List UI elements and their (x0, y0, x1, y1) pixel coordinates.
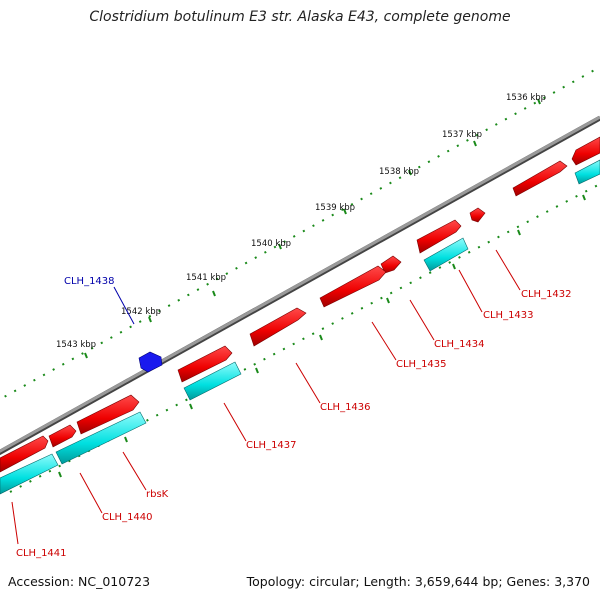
gene-arrow-rbsK (177, 345, 233, 383)
forward-genes (0, 136, 600, 473)
scale-label: 1538 kbp (379, 167, 419, 177)
gene-arrow-CLH-1434 (512, 160, 568, 197)
genome-stats-text: Topology: circular; Length: 3,659,644 bp… (246, 574, 590, 589)
gene-arrow-CLH-1433 (469, 207, 486, 223)
label-leaders (11, 249, 521, 545)
map-title: Clostridium botulinum E3 str. Alaska E43… (89, 9, 511, 25)
outer-major-ticks (84, 98, 541, 359)
gene-label-CLH-1433: CLH_1433 (483, 310, 534, 321)
scale-label: 1537 kbp (442, 130, 482, 140)
gene-label-CLH-1432: CLH_1432 (521, 289, 572, 300)
gene-arrow-CLH-1440 (76, 394, 140, 435)
gene-arrow-CLH-1435 (416, 219, 462, 254)
gene-arrow-CLH-1441b (0, 435, 49, 473)
gene-label-CLH-1436: CLH_1436 (320, 402, 371, 413)
gene-label-CLH-1440: CLH_1440 (102, 512, 153, 523)
scale-label: 1542 kbp (121, 307, 161, 317)
gene-arrow-CLH-1441 (48, 424, 77, 448)
gene-label-rbsK: rbsK (146, 489, 169, 500)
gene-arrow-CLH-1432 (571, 136, 600, 166)
gene-arrow-cyan-1 (574, 159, 600, 185)
gene-label-CLH-1441: CLH_1441 (16, 548, 67, 559)
gene-arrow-CLH-1436b (319, 265, 387, 308)
gene-arrow-CLH-1437 (249, 307, 307, 347)
inner-major-ticks (58, 194, 586, 478)
scale-label: 1539 kbp (315, 203, 355, 213)
accession-text: Accession: NC_010723 (8, 574, 151, 589)
gene-arrow-cyan-2 (423, 237, 469, 272)
gene-arrow-cyan-5 (0, 453, 59, 495)
reverse-genes (0, 159, 600, 495)
scale-label: 1543 kbp (56, 340, 96, 350)
scale-label: 1541 kbp (186, 273, 226, 283)
outer-ruler (0, 66, 600, 401)
gene-label-CLH-1434: CLH_1434 (434, 339, 485, 350)
gene-label-CLH-1435: CLH_1435 (396, 359, 447, 370)
gene-arrow-cyan-4 (55, 411, 147, 465)
gene-arrow-cyan-3 (183, 361, 242, 401)
scale-label: 1540 kbp (251, 239, 291, 249)
gene-label-CLH-1437: CLH_1437 (246, 440, 297, 451)
scale-label: 1536 kbp (506, 93, 546, 103)
gene-label-CLH-1438: CLH_1438 (64, 276, 115, 287)
gene-arrow-CLH-1438 (138, 351, 163, 373)
